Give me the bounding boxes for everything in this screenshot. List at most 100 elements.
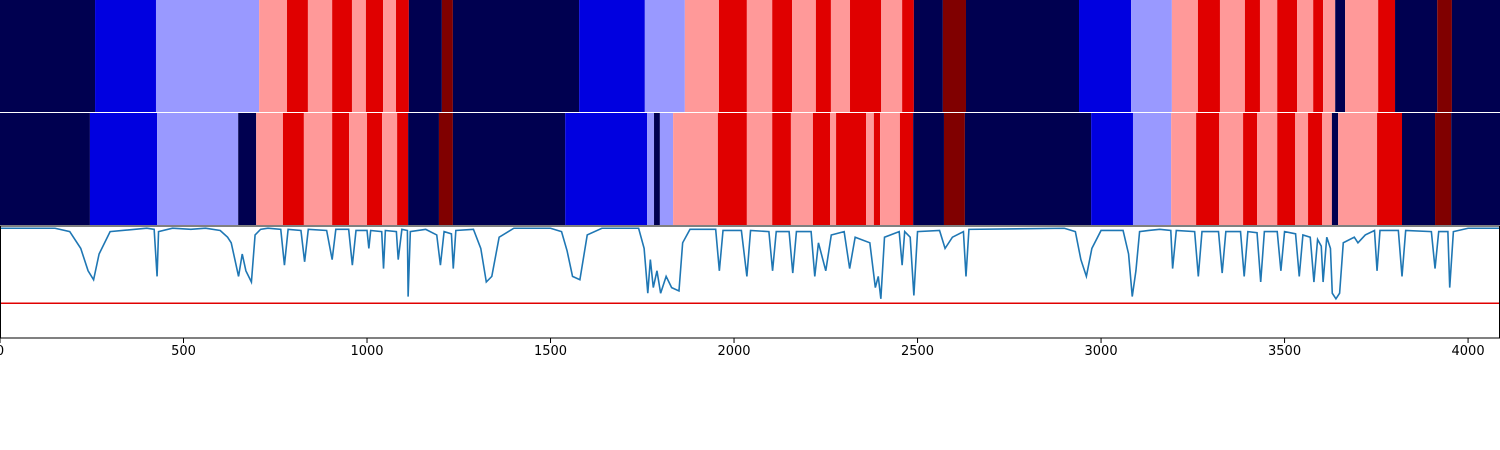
segment bbox=[1243, 113, 1258, 225]
segment bbox=[850, 0, 882, 112]
segment bbox=[881, 0, 903, 112]
segment bbox=[287, 0, 308, 112]
segment bbox=[282, 113, 304, 225]
segment bbox=[155, 0, 260, 112]
segment bbox=[157, 113, 239, 225]
segment bbox=[866, 113, 874, 225]
segment bbox=[238, 113, 257, 225]
segment bbox=[1259, 0, 1278, 112]
x-tick-label: 3500 bbox=[1268, 344, 1301, 359]
segment bbox=[579, 0, 645, 112]
segment bbox=[913, 113, 944, 225]
segment bbox=[717, 113, 747, 225]
segment bbox=[1257, 113, 1278, 225]
segment bbox=[351, 0, 366, 112]
segment bbox=[383, 0, 397, 112]
segment bbox=[307, 0, 333, 112]
segment bbox=[1171, 113, 1197, 225]
segment bbox=[1277, 0, 1298, 112]
segment bbox=[772, 0, 793, 112]
segment bbox=[644, 0, 685, 112]
segment bbox=[1345, 0, 1379, 112]
segment bbox=[0, 113, 90, 225]
score-line bbox=[0, 227, 1500, 301]
segment bbox=[902, 0, 914, 112]
segment bbox=[332, 0, 352, 112]
segment bbox=[830, 113, 837, 225]
segment bbox=[1338, 113, 1378, 225]
x-tick-label: 1000 bbox=[350, 344, 383, 359]
segment bbox=[1313, 0, 1324, 112]
segment bbox=[654, 113, 660, 225]
x-tick-label: 500 bbox=[171, 344, 196, 359]
segment bbox=[259, 0, 288, 112]
segment bbox=[441, 0, 453, 112]
segment bbox=[452, 0, 580, 112]
segment bbox=[815, 0, 831, 112]
segment bbox=[365, 0, 384, 112]
segment bbox=[1331, 113, 1339, 225]
segment bbox=[1131, 0, 1172, 112]
segment bbox=[965, 0, 1080, 112]
segment bbox=[1171, 0, 1198, 112]
segment bbox=[1402, 113, 1436, 225]
segment bbox=[746, 113, 773, 225]
segment bbox=[408, 113, 439, 225]
segment bbox=[647, 113, 655, 225]
segment bbox=[673, 113, 718, 225]
segment bbox=[452, 113, 566, 225]
segment bbox=[303, 113, 333, 225]
segment bbox=[1295, 113, 1309, 225]
segment bbox=[1323, 0, 1336, 112]
x-tick-label: 2000 bbox=[717, 344, 750, 359]
segment bbox=[1297, 0, 1314, 112]
segment bbox=[1219, 113, 1244, 225]
segment bbox=[1219, 0, 1245, 112]
segment bbox=[382, 113, 398, 225]
segment bbox=[565, 113, 648, 225]
segment bbox=[349, 113, 368, 225]
segment bbox=[790, 113, 813, 225]
segment bbox=[89, 113, 158, 225]
segment bbox=[964, 113, 1092, 225]
segment bbox=[1378, 0, 1396, 112]
segment bbox=[830, 0, 851, 112]
segment bbox=[1244, 0, 1260, 112]
x-tick-label: 2500 bbox=[901, 344, 934, 359]
x-tick-label: 1500 bbox=[534, 344, 567, 359]
segment bbox=[256, 113, 283, 225]
segment bbox=[942, 0, 966, 112]
segment bbox=[792, 0, 816, 112]
segment bbox=[1196, 113, 1220, 225]
segment bbox=[0, 0, 96, 112]
x-tick-label: 4000 bbox=[1452, 344, 1485, 359]
segment bbox=[746, 0, 773, 112]
x-tick-label: 0 bbox=[0, 344, 4, 359]
segment bbox=[1132, 113, 1172, 225]
segment bbox=[880, 113, 900, 225]
segment bbox=[812, 113, 831, 225]
segment bbox=[438, 113, 453, 225]
segment bbox=[1079, 0, 1132, 112]
segment bbox=[1451, 0, 1500, 112]
segment bbox=[1395, 0, 1438, 112]
segment bbox=[1335, 0, 1346, 112]
segment bbox=[396, 0, 409, 112]
segment bbox=[943, 113, 965, 225]
segment bbox=[1321, 113, 1332, 225]
segment bbox=[913, 0, 943, 112]
segment bbox=[332, 113, 350, 225]
segment bbox=[1277, 113, 1296, 225]
segment bbox=[1377, 113, 1403, 225]
segment bbox=[1091, 113, 1133, 225]
segment bbox=[836, 113, 867, 225]
segment bbox=[408, 0, 442, 112]
segment bbox=[95, 0, 156, 112]
segment bbox=[1197, 0, 1220, 112]
segment bbox=[772, 113, 791, 225]
segment bbox=[899, 113, 914, 225]
x-tick-label: 3000 bbox=[1085, 344, 1118, 359]
segment bbox=[873, 113, 881, 225]
segment bbox=[684, 0, 719, 112]
